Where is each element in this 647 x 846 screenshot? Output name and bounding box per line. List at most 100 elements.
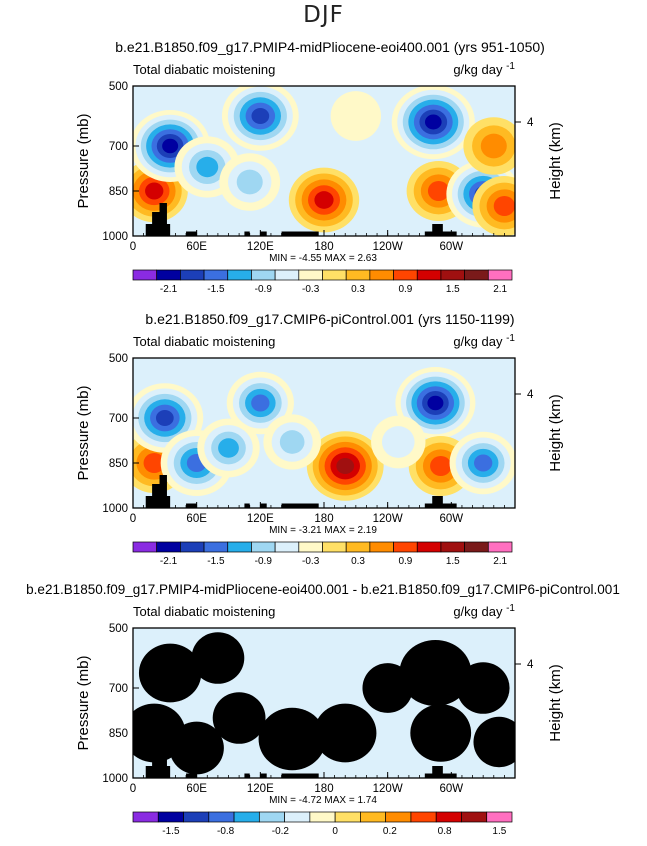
- units-exponent: -1: [506, 603, 515, 614]
- colorbar-swatch: [309, 811, 336, 823]
- contour-feature-2: [133, 383, 204, 453]
- panel-title: b.e21.B1850.f09_g17.PMIP4-midPliocene-eo…: [26, 582, 620, 597]
- y-tick-label: 1000: [102, 503, 128, 515]
- colorbar-swatch: [440, 269, 465, 281]
- colorbar-label: -0.2: [272, 826, 290, 837]
- colorbar-swatch: [180, 269, 205, 281]
- colorbar: [132, 269, 513, 281]
- topography-block: [260, 773, 267, 778]
- contour-feature-6: [399, 640, 472, 706]
- contour-feature-0: [258, 707, 326, 771]
- x-tick-label: 120E: [247, 513, 274, 525]
- x-tick-label: 120W: [373, 783, 403, 795]
- contour-level: [236, 169, 263, 195]
- colorbar-swatch: [360, 811, 387, 823]
- y-tick-label: 700: [109, 141, 128, 153]
- contour-level: [381, 426, 415, 458]
- colorbar-swatch: [322, 269, 347, 281]
- y-tick-label: 700: [109, 413, 128, 425]
- topography-block: [186, 503, 197, 508]
- y-right-tick-label: 4: [527, 659, 534, 671]
- contour-feature-11: [169, 721, 224, 775]
- y-tick-label: 1000: [102, 231, 128, 243]
- panel-title: b.e21.B1850.f09_g17.CMIP6-piControl.001 …: [145, 311, 514, 327]
- colorbar-swatch: [156, 269, 181, 281]
- x-tick-label: 0: [130, 513, 136, 525]
- contour-level: [330, 91, 382, 141]
- min-max-stats: MIN = -3.21 MAX = 2.19: [269, 525, 377, 536]
- contour-feature-8: [456, 662, 510, 714]
- colorbar-label: -1.5: [207, 556, 225, 567]
- colorbar: [132, 541, 513, 553]
- colorbar-swatch: [274, 269, 300, 281]
- colorbar-swatch: [393, 269, 418, 281]
- contour-level: [493, 196, 515, 216]
- contour-feature-7: [395, 367, 476, 439]
- colorbar-label: 1.5: [492, 826, 506, 837]
- x-tick-label: 60E: [186, 241, 207, 253]
- units-label: g/kg day -1: [453, 61, 515, 77]
- topography-block: [432, 496, 443, 508]
- colorbar-swatch: [183, 811, 210, 823]
- contour-level: [180, 732, 213, 764]
- x-tick-label: 0: [130, 241, 136, 253]
- contour-level: [251, 394, 270, 412]
- x-tick-label: 120E: [247, 241, 274, 253]
- units-label: g/kg day -1: [453, 333, 515, 349]
- colorbar-swatch: [227, 269, 252, 281]
- topography-block: [152, 212, 163, 236]
- colorbar-label: -1.5: [162, 826, 180, 837]
- contour-feature-6: [263, 414, 321, 470]
- colorbar-swatch: [203, 269, 229, 281]
- colorbar-label: 0.9: [398, 284, 412, 295]
- colorbar-label: 1.5: [446, 556, 460, 567]
- colorbar-swatch: [298, 269, 323, 281]
- colorbar-swatch: [284, 811, 311, 823]
- contour-field: [133, 86, 515, 236]
- colorbar-swatch: [251, 269, 276, 281]
- y-right-tick-label: 4: [527, 117, 534, 129]
- y-axis-label: Pressure (mb): [75, 655, 92, 750]
- colorbar-swatch: [410, 811, 437, 823]
- x-tick-label: 120W: [373, 241, 403, 253]
- colorbar-label: 0.2: [383, 826, 397, 837]
- colorbar-swatch: [258, 811, 285, 823]
- colorbar-swatch: [132, 269, 158, 281]
- contour-feature-9: [449, 431, 515, 495]
- colorbar-swatch: [369, 269, 394, 281]
- units-text: g/kg day: [453, 62, 506, 77]
- colorbar-swatch: [369, 541, 394, 553]
- y-right-tick-label: 4: [527, 389, 534, 401]
- page-title: DJF: [303, 2, 344, 28]
- colorbar-label: -1.5: [207, 284, 225, 295]
- topography-block: [281, 773, 319, 778]
- units-label: g/kg day -1: [453, 603, 515, 619]
- x-tick-label: 60E: [186, 513, 207, 525]
- contour-level: [279, 430, 305, 454]
- y-axis-label: Pressure (mb): [75, 385, 92, 480]
- colorbar-swatch: [208, 811, 235, 823]
- contour-feature-10: [463, 117, 515, 175]
- contour-level: [162, 138, 179, 154]
- colorbar-swatch: [440, 541, 465, 553]
- colorbar-label: -2.1: [160, 284, 178, 295]
- contour-level: [218, 438, 239, 458]
- contour-level: [372, 673, 403, 703]
- topography-block: [260, 503, 267, 508]
- y-tick-label: 850: [109, 728, 128, 740]
- panel-title: b.e21.B1850.f09_g17.PMIP4-midPliocene-eo…: [115, 39, 545, 55]
- colorbar-swatch: [274, 541, 300, 553]
- y-right-axis-label: Height (km): [547, 394, 564, 472]
- contour-field: [133, 358, 515, 508]
- contour-level: [155, 409, 174, 427]
- colorbar-swatch: [486, 811, 513, 823]
- colorbar-swatch: [345, 269, 371, 281]
- contour-level: [334, 723, 356, 743]
- contour-level: [427, 395, 444, 411]
- topography-block: [260, 231, 267, 236]
- x-tick-label: 180: [314, 783, 333, 795]
- contour-level: [145, 182, 164, 200]
- colorbar-swatch: [345, 541, 371, 553]
- contour-level: [467, 672, 500, 704]
- colorbar-label: 2.1: [493, 284, 507, 295]
